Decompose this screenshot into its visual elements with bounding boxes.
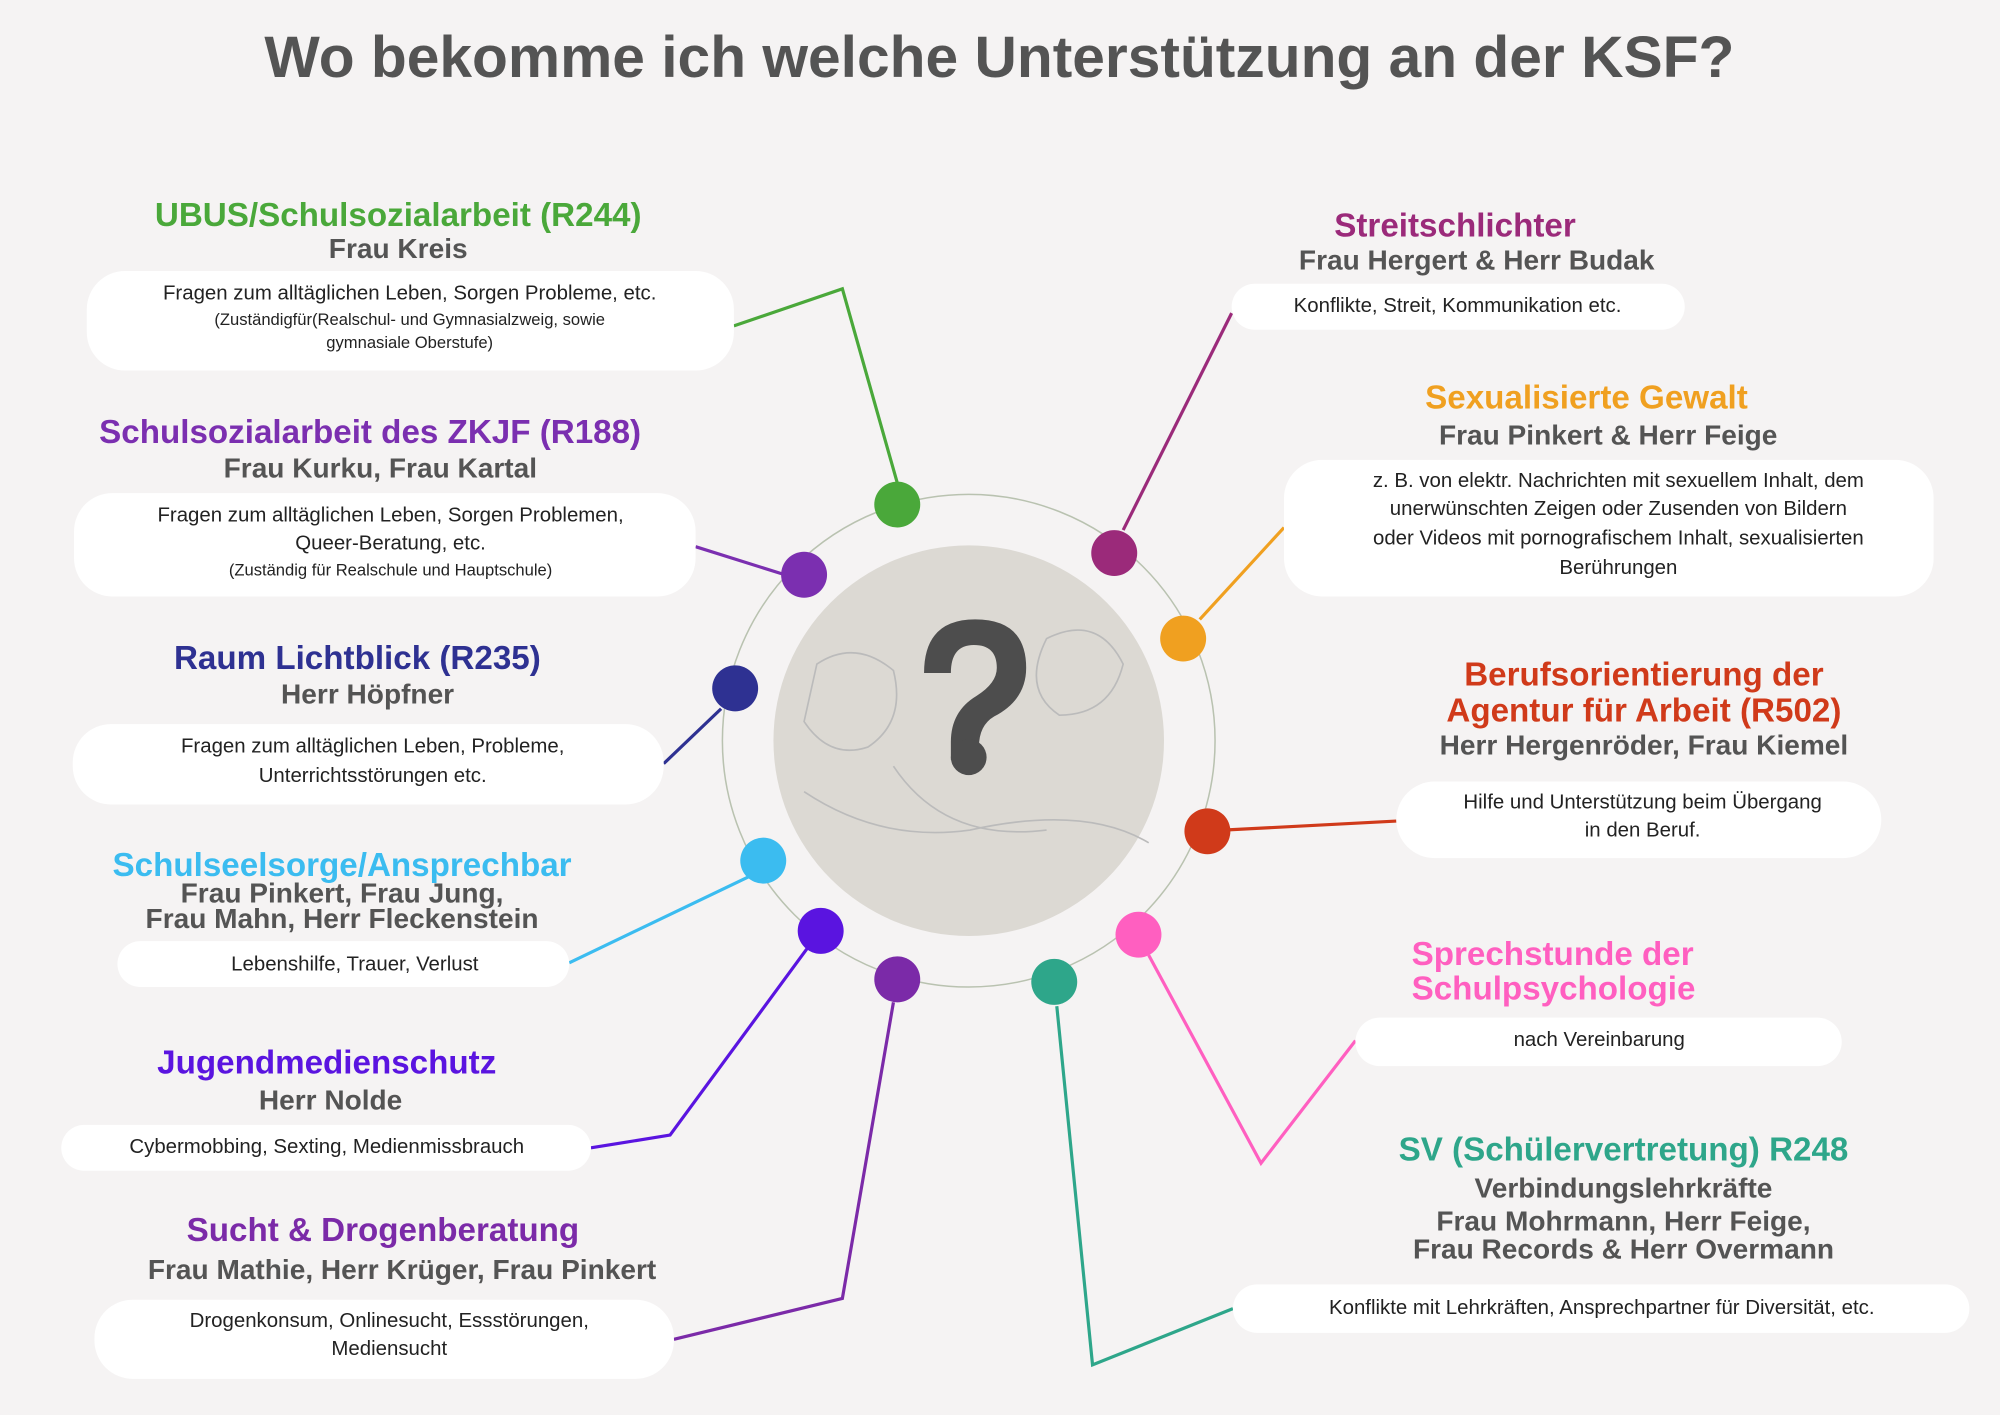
heading: Sprechstunde der: [1412, 936, 1694, 973]
section: SV (Schülervertretung) R248 Verbindungsle…: [1031, 958, 1970, 1368]
description: Fragen zum alltäglichen Leben, Sorgen Pr…: [157, 504, 623, 526]
note: (Zuständigfür(Realschul- und Gymnasialzw…: [214, 310, 605, 329]
title: Wo bekomme ich welche Unterstützung an d…: [264, 25, 1734, 90]
connector: [695, 545, 786, 577]
dot: [1115, 911, 1162, 958]
description: in den Beruf.: [1585, 820, 1701, 842]
connector: [673, 1002, 895, 1341]
description: Konflikte mit Lehrkräften, Ansprechpartn…: [1329, 1297, 1875, 1319]
note: (Zuständig für Realschule und Hauptschul…: [229, 560, 552, 579]
description: Drogenkonsum, Onlinesucht, Essstörungen,: [190, 1310, 589, 1332]
description: Hilfe und Unterstützung beim Übergang: [1463, 792, 1821, 814]
heading: Schulpsychologie: [1412, 971, 1696, 1008]
ring: [721, 493, 1216, 988]
person: Frau Mathie, Herr Krüger, Frau Pinkert: [148, 1254, 656, 1285]
description-box: [61, 1124, 591, 1171]
description-box: [117, 941, 570, 988]
description-box: [94, 1299, 674, 1379]
description: Cybermobbing, Sexting, Medienmissbrauch: [129, 1136, 524, 1158]
connector: [1121, 312, 1234, 531]
section: Schulsozialarbeit des ZKJF (R188)Frau Ku…: [74, 414, 828, 598]
person: Frau Hergert & Herr Budak: [1299, 244, 1655, 275]
description-box: [1283, 459, 1934, 597]
description: unerwünschten Zeigen oder Zusenden von B…: [1390, 498, 1847, 520]
section: UBUS/Schulsozialarbeit (R244)Frau Kreis F…: [86, 197, 921, 528]
heading: Sexualisierte Gewalt: [1425, 380, 1748, 417]
connector: [1225, 819, 1397, 832]
person: Herr Höpfner: [281, 678, 454, 709]
description: Fragen zum alltäglichen Leben, Probleme,: [181, 735, 564, 757]
dot: [874, 956, 921, 1003]
heading: Schulseelsorge/Ansprechbar: [113, 847, 572, 884]
connector: [733, 286, 899, 484]
description: Konflikte, Streit, Kommunikation etc.: [1294, 295, 1622, 317]
person: Frau Records & Herr Overmann: [1413, 1234, 1834, 1265]
description: Lebenshilfe, Trauer, Verlust: [231, 954, 479, 976]
heading: Schulsozialarbeit des ZKJF (R188): [99, 414, 641, 451]
description: Berührungen: [1559, 557, 1677, 579]
connector: [590, 946, 810, 1150]
heading: UBUS/Schulsozialarbeit (R244): [155, 197, 642, 234]
dot: [1031, 958, 1078, 1005]
dot: [1160, 615, 1207, 662]
description: oder Videos mit pornografischem Inhalt, …: [1373, 527, 1864, 549]
description: Fragen zum alltäglichen Leben, Sorgen Pr…: [163, 282, 656, 304]
dot: [1184, 808, 1231, 855]
description-box: [86, 270, 734, 371]
dot: [797, 907, 844, 954]
dot: [740, 837, 787, 884]
person: Frau Pinkert, Frau Jung,: [181, 878, 504, 909]
person: Herr Hergenröder, Frau Kiemel: [1440, 729, 1849, 760]
description: z. B. von elektr. Nachrichten mit sexuel…: [1373, 470, 1864, 492]
dot: [874, 481, 921, 528]
description-box: [74, 493, 696, 597]
connector: [1147, 954, 1357, 1167]
note: gymnasiale Oberstufe): [326, 333, 493, 352]
heading: Berufsorientierung der: [1464, 657, 1824, 694]
question-mark-dot: [950, 739, 987, 776]
description: Queer-Beratung, etc.: [295, 533, 486, 555]
description-box: [72, 724, 664, 805]
description-box: [1232, 1284, 1970, 1333]
section: Sucht & Drogenberatung Frau Mathie, Herr …: [94, 956, 921, 1379]
heading: Jugendmedienschutz: [157, 1045, 496, 1082]
heading: Sucht & Drogenberatung: [187, 1212, 580, 1249]
person: Frau Mohrmann, Herr Feige,: [1436, 1206, 1810, 1237]
person: Frau Mahn, Herr Fleckenstein: [146, 903, 539, 934]
dot: [781, 551, 828, 598]
description: Unterrichtsstörungen etc.: [259, 765, 487, 787]
connector: [662, 707, 723, 765]
person: Frau Kurku, Frau Kartal: [224, 453, 537, 484]
description-box: [1396, 781, 1882, 859]
description: nach Vereinbarung: [1514, 1029, 1685, 1051]
heading: SV (Schülervertretung) R248: [1399, 1131, 1849, 1168]
heading: Streitschlichter: [1334, 207, 1576, 244]
connector: [1198, 526, 1286, 621]
person: Frau Pinkert & Herr Feige: [1439, 419, 1777, 450]
person: Frau Kreis: [329, 233, 468, 264]
connector: [568, 873, 754, 965]
question-mark: [924, 619, 1027, 760]
people-sketch: [803, 629, 1150, 844]
dot: [712, 665, 759, 712]
person: Verbindungslehrkräfte: [1475, 1172, 1773, 1203]
connector: [1055, 1006, 1234, 1368]
center-graphic: [721, 493, 1216, 988]
description: Mediensucht: [331, 1338, 447, 1360]
description-box: [1231, 283, 1685, 330]
heading: Agentur für Arbeit (R502): [1446, 692, 1841, 729]
description-box: [1355, 1017, 1842, 1067]
heading: Raum Lichtblick (R235): [174, 640, 541, 677]
dot: [1091, 530, 1138, 577]
section: Raum Lichtblick (R235)Herr Höpfner Fragen…: [72, 640, 759, 805]
person: Herr Nolde: [259, 1084, 402, 1115]
